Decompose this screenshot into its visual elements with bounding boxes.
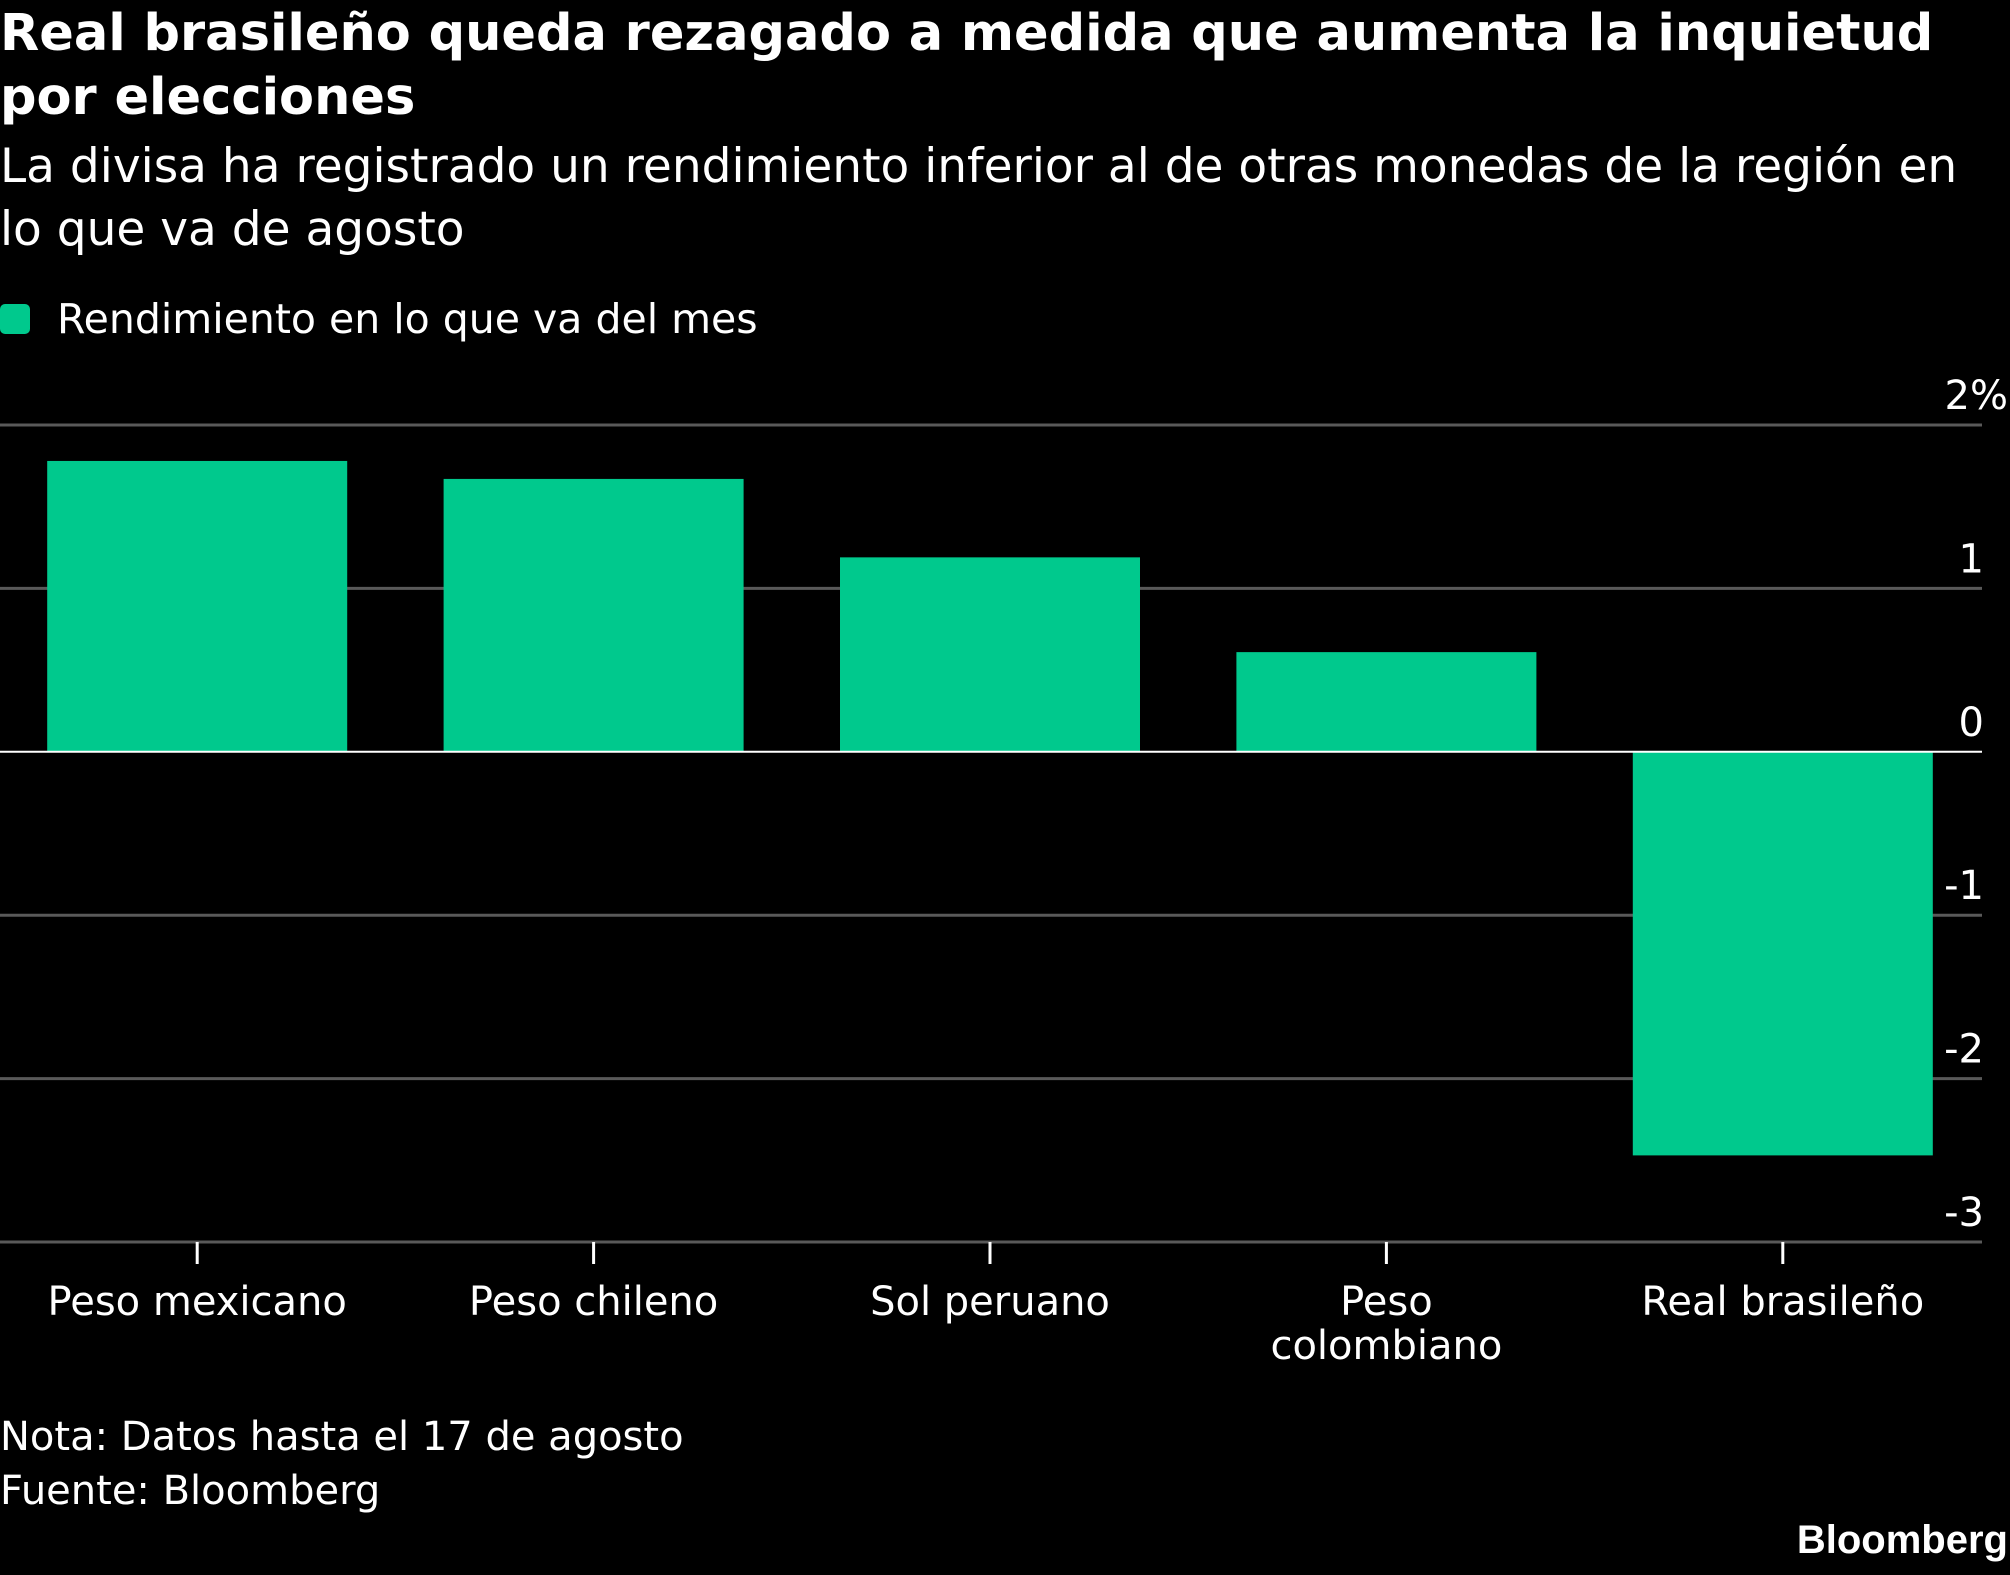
bar-sol-peruano [840, 557, 1140, 752]
y-tick-label: -3 [1944, 1190, 1984, 1236]
y-tick-label: 1 [1959, 536, 1984, 582]
y-tick-label: -1 [1944, 863, 1984, 909]
legend-label: Rendimiento en lo que va del mes [57, 295, 758, 343]
x-tick-label: Peso mexicano [48, 1279, 347, 1325]
x-tick-label: Peso colombiano [1270, 1279, 1502, 1369]
bar-peso-mexicano [47, 460, 348, 752]
legend: Rendimiento en lo que va del mes [0, 291, 758, 347]
x-axis: Peso mexicano Peso chileno Sol peruano Peso… [48, 1242, 1924, 1369]
y-tick-label: 2% [1945, 373, 2008, 419]
legend-swatch [0, 304, 30, 334]
chart-subtitle: La divisa ha registrado un rendimiento i… [0, 139, 1958, 257]
chart-title: Real brasileño queda rezagado a medida q… [0, 4, 1934, 127]
bar-peso-chileno [443, 478, 744, 752]
x-tick-label: Peso chileno [469, 1279, 718, 1325]
bar-peso-colombiano [1236, 652, 1537, 752]
footnote: Nota: Datos hasta el 17 de agosto [0, 1414, 684, 1460]
bloomberg-logo: Bloomberg [1796, 1518, 2008, 1562]
x-tick-label: Real brasileño [1641, 1279, 1924, 1325]
y-axis-ticks: 2% 1 0 -1 -2 -3 [1944, 373, 2008, 1236]
bar-real-brasileño [1632, 751, 1933, 1156]
bars [47, 460, 1933, 1156]
y-tick-label: 0 [1959, 700, 1984, 746]
x-tick-label: Sol peruano [870, 1279, 1110, 1325]
y-tick-label: -2 [1944, 1027, 1984, 1073]
source-note: Fuente: Bloomberg [0, 1468, 381, 1514]
